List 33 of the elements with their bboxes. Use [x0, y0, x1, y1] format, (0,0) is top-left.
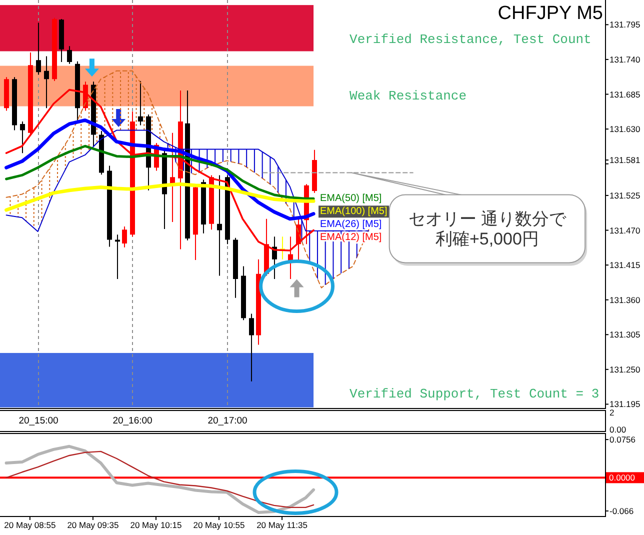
- annotation: 2: [610, 408, 614, 418]
- series-name: EMA(100) [M5]: [320, 206, 388, 218]
- annotation: 20_16:00: [112, 416, 152, 426]
- title: CHFJPY M5: [498, 3, 603, 24]
- ytick-label: 131.305: [610, 330, 640, 340]
- band-label: Weak Resistance: [350, 88, 467, 104]
- xtick-label: 20 May 10:15: [130, 520, 182, 530]
- annotation: 20_15:00: [18, 416, 58, 426]
- ytick-label: 131.470: [610, 225, 640, 236]
- ytick-label: 131.360: [610, 294, 640, 305]
- series-name: EMA(26) [M5]: [320, 219, 382, 230]
- annotation: セオリー 通り数分で利確+5,000円: [408, 210, 566, 249]
- series-name: EMA(50) [M5]: [320, 193, 382, 204]
- ytick-label: 131.795: [610, 20, 640, 30]
- ytick-label: 131.415: [610, 260, 640, 270]
- ytick-label: 131.525: [610, 190, 640, 200]
- xtick-label: 20 May 09:35: [67, 520, 119, 530]
- xtick-label: 20 May 08:55: [4, 520, 56, 530]
- ytick-label: 131.581: [610, 155, 640, 166]
- ytick-label: 131.630: [610, 124, 640, 134]
- xtick-label: 20 May 10:55: [193, 520, 245, 530]
- ytick-label: 131.250: [610, 364, 640, 374]
- ref-line-label: 0.0000: [609, 472, 635, 483]
- ytick-label: 131.195: [610, 399, 640, 410]
- annotation: 20_17:00: [208, 416, 248, 426]
- band-label: Verified Resistance, Test Count: [350, 32, 592, 48]
- ytick-label: 0.0756: [610, 434, 636, 445]
- band-label: Verified Support, Test Count = 3: [350, 386, 600, 402]
- ytick-label: -0.066: [610, 506, 634, 516]
- ytick-label: 131.740: [610, 54, 640, 64]
- xtick-label: 20 May 11:35: [256, 520, 308, 530]
- ytick-label: 131.685: [610, 89, 640, 100]
- annotation: 0.00: [610, 424, 626, 434]
